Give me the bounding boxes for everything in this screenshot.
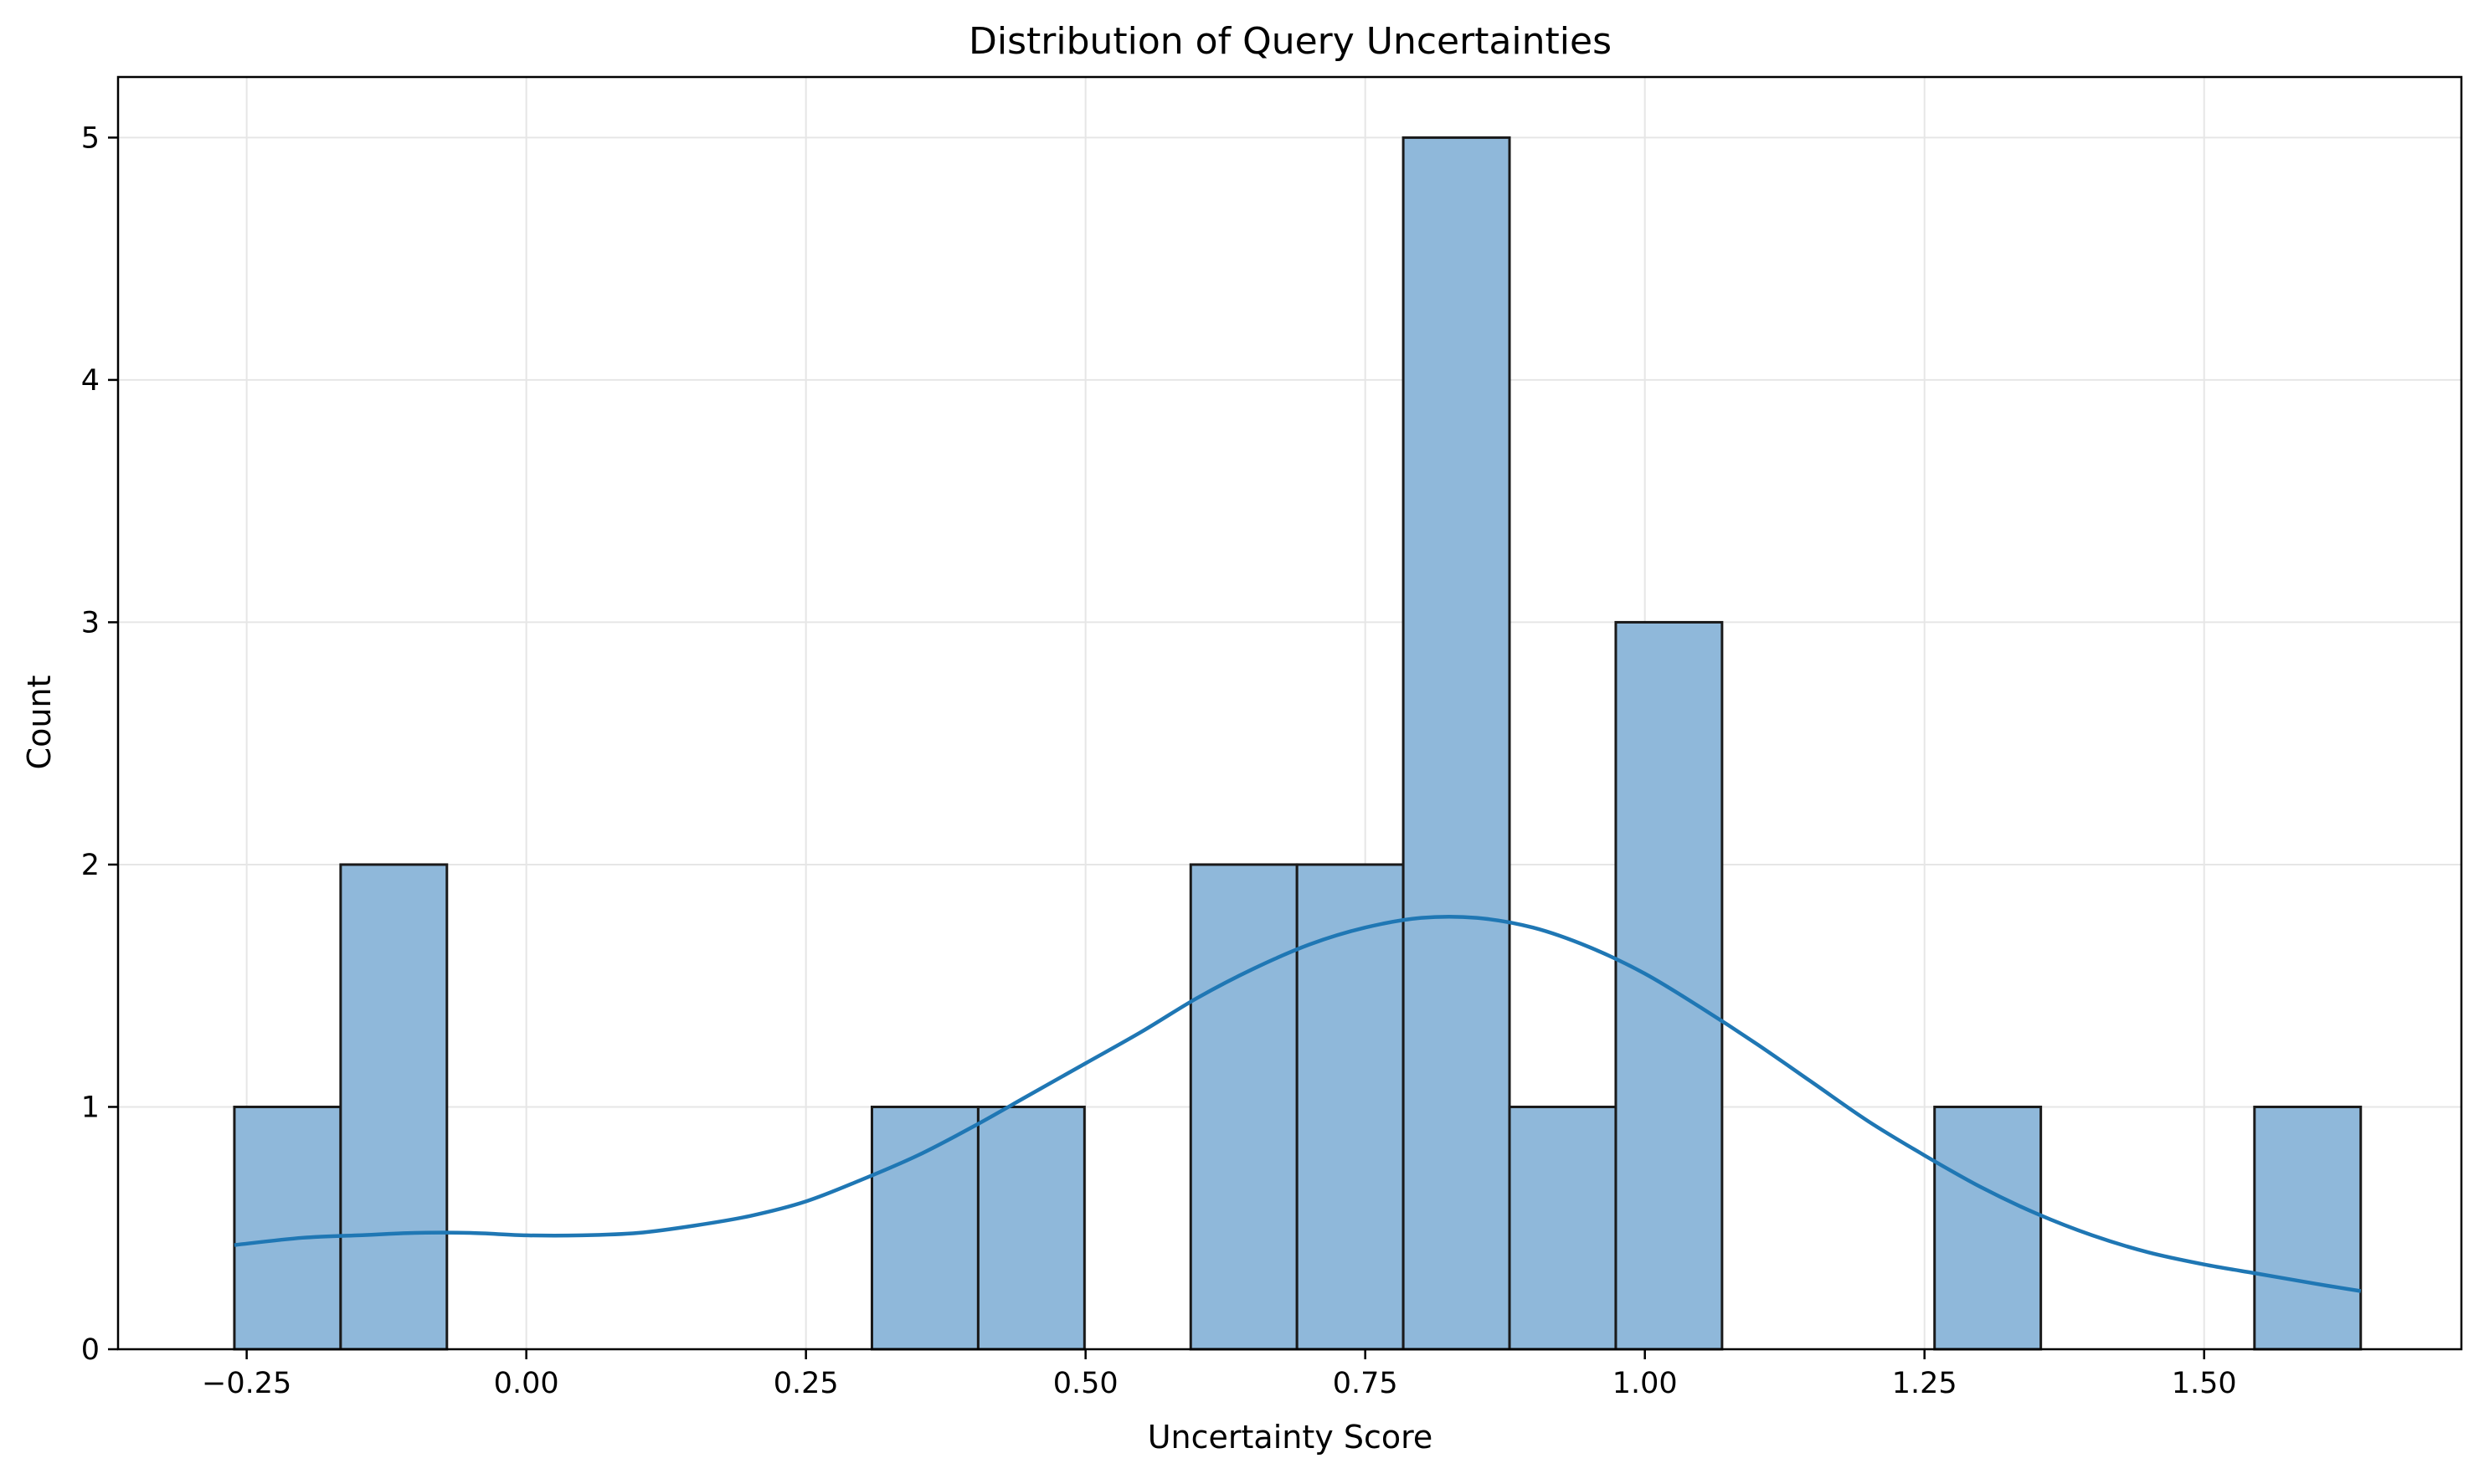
kde-layer: [234, 914, 2362, 1293]
histogram-bar: [339, 863, 449, 1351]
x-axis-label: Uncertainty Score: [1148, 1419, 1433, 1456]
histogram-bar: [1401, 136, 1511, 1351]
y-tick-label: 3: [81, 606, 100, 639]
y-tick-label: 2: [81, 849, 100, 882]
histogram-bar: [233, 1105, 342, 1351]
x-tick-label: 0.25: [774, 1367, 839, 1400]
axes: [116, 75, 2463, 1351]
histogram-bar: [1508, 1105, 1617, 1351]
histogram-bars: [233, 136, 2363, 1351]
x-tick-label: −0.25: [202, 1367, 291, 1400]
x-tick-label: 0.75: [1333, 1367, 1398, 1400]
histogram-bar: [870, 1105, 980, 1351]
y-tick-label: 4: [81, 364, 100, 398]
x-axis-ticks: −0.25 0.00 0.25 0.50 0.75 1.00 1.25 1.50: [202, 1349, 2237, 1400]
y-tick-label: 0: [81, 1333, 100, 1367]
x-tick-label: 0.00: [494, 1367, 559, 1400]
x-tick-label: 1.00: [1612, 1367, 1678, 1400]
y-tick-label: 5: [81, 121, 100, 155]
x-tick-label: 0.50: [1053, 1367, 1119, 1400]
histogram-bar: [976, 1105, 1086, 1351]
kde-curve: [234, 914, 2362, 1293]
y-tick-label: 1: [81, 1091, 100, 1124]
y-axis-label: Count: [21, 675, 58, 770]
plot-frame: [116, 75, 2463, 1351]
histogram-bar: [2253, 1105, 2363, 1351]
histogram-bar: [1933, 1105, 2043, 1351]
chart-title: Distribution of Query Uncertainties: [969, 20, 1612, 63]
y-axis-ticks: 0 1 2 3 4 5: [81, 121, 118, 1367]
histogram-bar: [1295, 863, 1405, 1351]
histogram-bar: [1189, 863, 1299, 1351]
x-tick-label: 1.25: [1892, 1367, 1957, 1400]
x-tick-label: 1.50: [2172, 1367, 2237, 1400]
